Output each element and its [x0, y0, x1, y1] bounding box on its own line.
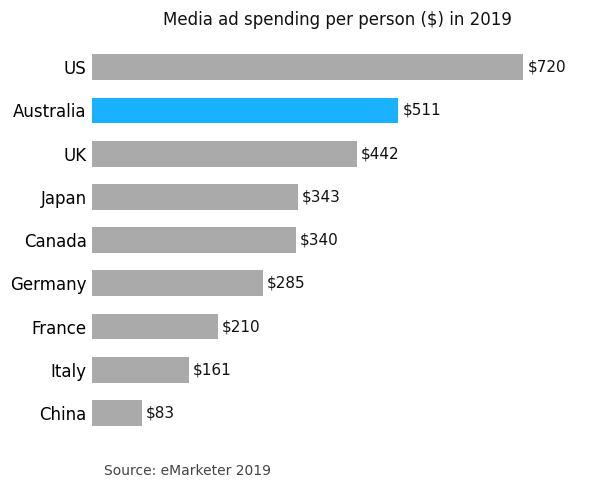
Text: $343: $343: [301, 190, 341, 204]
Bar: [92, 98, 398, 123]
Text: Source: eMarketer 2019: Source: eMarketer 2019: [104, 465, 271, 478]
Text: $340: $340: [300, 233, 339, 247]
Bar: [92, 270, 263, 296]
Bar: [92, 54, 523, 80]
Text: $83: $83: [146, 405, 175, 420]
Text: $511: $511: [402, 103, 441, 118]
Bar: [92, 227, 296, 253]
Text: $720: $720: [527, 60, 566, 75]
Text: $285: $285: [267, 276, 306, 291]
Text: $210: $210: [222, 319, 261, 334]
Title: Media ad spending per person ($) in 2019: Media ad spending per person ($) in 2019: [163, 11, 512, 29]
Bar: [92, 314, 218, 340]
Text: $161: $161: [193, 362, 231, 377]
Bar: [92, 141, 357, 167]
Bar: [92, 184, 298, 210]
Bar: [92, 400, 142, 426]
Text: $442: $442: [361, 146, 400, 161]
Bar: [92, 357, 188, 383]
